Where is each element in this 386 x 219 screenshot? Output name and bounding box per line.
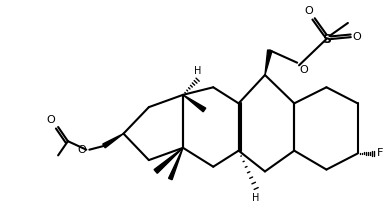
Text: S: S [322,33,331,46]
Text: H: H [194,66,201,76]
Text: O: O [353,32,361,42]
Polygon shape [154,148,183,173]
Text: O: O [78,145,86,155]
Text: O: O [304,6,313,16]
Polygon shape [183,95,206,112]
Text: O: O [46,115,55,125]
Polygon shape [265,50,272,75]
Text: H: H [252,193,260,203]
Polygon shape [169,148,183,180]
Text: O: O [299,65,308,75]
Polygon shape [103,134,124,148]
Text: F: F [377,148,384,159]
